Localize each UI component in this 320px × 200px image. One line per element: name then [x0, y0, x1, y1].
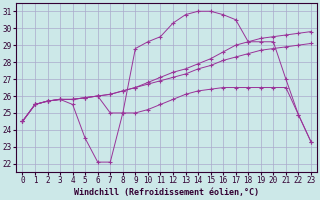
X-axis label: Windchill (Refroidissement éolien,°C): Windchill (Refroidissement éolien,°C): [74, 188, 259, 197]
